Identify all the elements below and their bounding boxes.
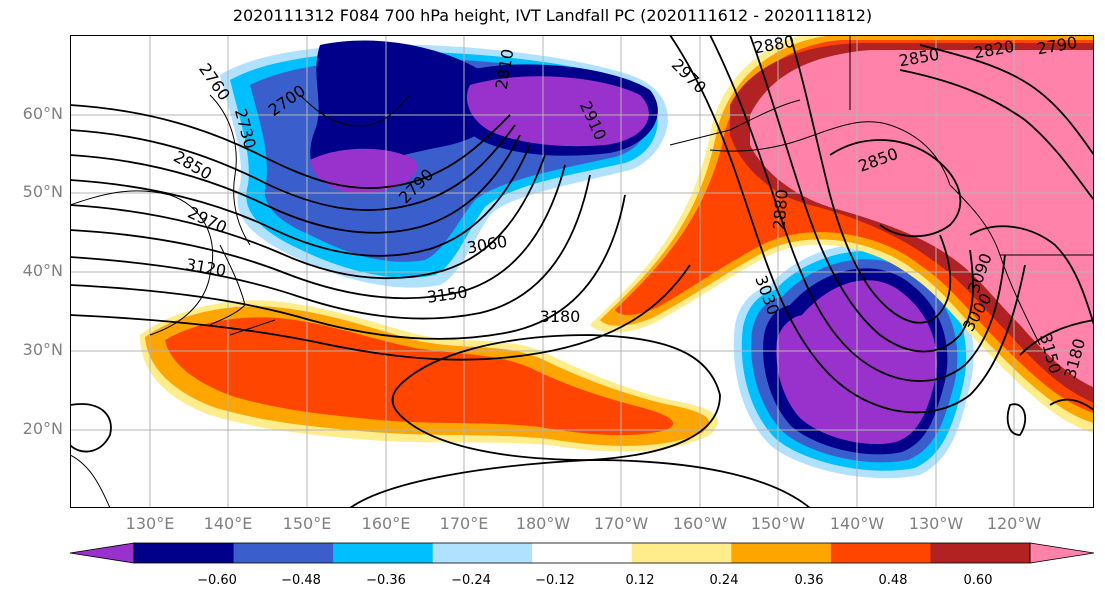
colorbar-tick: −0.12 [535, 573, 575, 588]
contour-label: 2880 [769, 188, 791, 230]
lon-label: 180°W [515, 514, 571, 533]
ivt-fill-n060 [310, 148, 418, 194]
colorbar-cell [233, 543, 334, 563]
colorbar-tick: −0.36 [366, 573, 406, 588]
map-frame [70, 35, 1094, 508]
lon-label: 170°W [593, 514, 649, 533]
colorbar-tick: 0.36 [794, 573, 824, 588]
lon-label: 140°W [829, 514, 885, 533]
colorbar-extend-max [1029, 542, 1094, 564]
colorbar-tick: −0.60 [197, 573, 237, 588]
contour-label: 2790 [1035, 35, 1078, 58]
lat-label: 60°N [22, 104, 63, 123]
lon-label: 130°E [125, 514, 175, 533]
ivt-fill-p060 [750, 50, 1094, 388]
lon-label: 130°W [908, 514, 964, 533]
lon-label: 170°E [439, 514, 489, 533]
lon-label: 120°W [986, 514, 1042, 533]
figure-title: 2020111312 F084 700 hPa height, IVT Land… [232, 6, 873, 25]
lat-label: 20°N [22, 419, 63, 438]
colorbar-cell [134, 543, 235, 563]
lat-label: 30°N [22, 340, 63, 359]
colorbar-cell [532, 543, 633, 563]
lon-label: 140°E [203, 514, 253, 533]
map-panel: 2760 2700 2730 2850 2970 3120 3150 3180 … [70, 35, 1094, 508]
lat-label: 50°N [22, 182, 63, 201]
colorbar-cell [432, 543, 533, 563]
ivt-fill-p036 [165, 317, 674, 436]
lon-label: 150°W [750, 514, 806, 533]
colorbar-cell [631, 543, 732, 563]
lon-label: 160°E [361, 514, 411, 533]
lat-label: 40°N [22, 261, 63, 280]
colorbar-cell [333, 543, 434, 563]
colorbar-frame [133, 542, 1031, 564]
colorbar-cell [930, 543, 1031, 563]
contour-label: 3180 [540, 307, 581, 326]
colorbar-tick: 0.48 [878, 573, 908, 588]
colorbar-tick: −0.48 [281, 573, 321, 588]
colorbar-cell [731, 543, 832, 563]
colorbar-cell [830, 543, 931, 563]
colorbar [70, 542, 1094, 564]
height-contours [70, 35, 1094, 508]
colorbar-extend-min [70, 542, 135, 564]
lon-label: 150°E [282, 514, 332, 533]
colorbar-tick: 0.24 [709, 573, 739, 588]
colorbar-tick: −0.24 [451, 573, 491, 588]
contour-label: 2880 [752, 35, 795, 57]
colorbar-tick: 0.12 [625, 573, 655, 588]
lon-label: 160°W [672, 514, 728, 533]
colorbar-tick: 0.60 [963, 573, 993, 588]
